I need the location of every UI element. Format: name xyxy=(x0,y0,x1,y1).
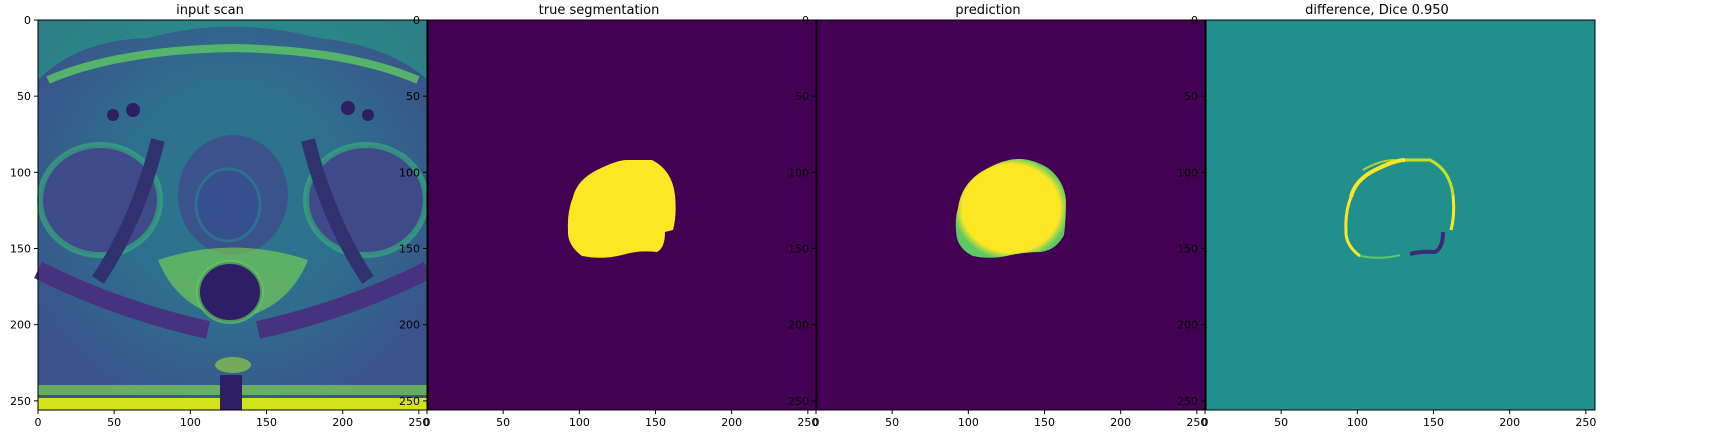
ytick-label-input-200: 200 xyxy=(10,319,31,332)
ytick-label-input-0: 0 xyxy=(24,14,31,27)
ytick-label-pred-250: 250 xyxy=(788,395,809,408)
xtick-label-diff-100: 100 xyxy=(1347,416,1368,429)
xtick-label-input-250: 250 xyxy=(408,416,429,429)
ytick-label-diff-150: 150 xyxy=(1177,243,1198,256)
ytick-label-truth-150: 150 xyxy=(399,243,420,256)
true-segmentation-image xyxy=(427,20,817,410)
ytick-label-pred-0: 0 xyxy=(802,14,809,27)
xtick-label-input-150: 150 xyxy=(256,416,277,429)
ytick-label-diff-200: 200 xyxy=(1177,319,1198,332)
xtick-label-pred-250: 250 xyxy=(1186,416,1207,429)
ytick-label-diff-0: 0 xyxy=(1191,14,1198,27)
difference-image xyxy=(1205,20,1595,410)
xtick-label-diff-250: 250 xyxy=(1575,416,1596,429)
panel-title-pred: prediction xyxy=(955,3,1021,18)
ytick-label-truth-200: 200 xyxy=(399,319,420,332)
ytick-label-truth-100: 100 xyxy=(399,166,420,179)
ytick-label-pred-100: 100 xyxy=(788,166,809,179)
xtick-label-pred-100: 100 xyxy=(958,416,979,429)
panel-title-truth: true segmentation xyxy=(538,3,660,18)
xtick-label-pred-50: 50 xyxy=(885,416,899,429)
prediction-image xyxy=(816,20,1206,410)
xtick-label-diff-50: 50 xyxy=(1274,416,1288,429)
xtick-label-input-0: 0 xyxy=(35,416,42,429)
xtick-label-truth-150: 150 xyxy=(645,416,666,429)
xtick-label-truth-100: 100 xyxy=(569,416,590,429)
xtick-label-truth-0: 0 xyxy=(424,416,431,429)
xtick-label-diff-200: 200 xyxy=(1499,416,1520,429)
ytick-label-pred-200: 200 xyxy=(788,319,809,332)
ytick-label-pred-50: 50 xyxy=(795,90,809,103)
xtick-label-input-50: 50 xyxy=(107,416,121,429)
xtick-label-diff-0: 0 xyxy=(1202,416,1209,429)
ytick-label-diff-250: 250 xyxy=(1177,395,1198,408)
axes-frame-pred xyxy=(815,19,1207,411)
panel-title-diff: difference, Dice 0.950 xyxy=(1305,3,1449,18)
axes-frame-input xyxy=(37,19,429,411)
ytick-label-truth-50: 50 xyxy=(406,90,420,103)
ytick-label-truth-0: 0 xyxy=(413,14,420,27)
input-scan-image xyxy=(33,20,433,410)
axes-frame-truth xyxy=(426,19,818,411)
xtick-label-truth-50: 50 xyxy=(496,416,510,429)
axes-frame-diff xyxy=(1204,19,1596,411)
ytick-label-input-150: 150 xyxy=(10,243,31,256)
xtick-label-input-200: 200 xyxy=(332,416,353,429)
ytick-label-pred-150: 150 xyxy=(788,243,809,256)
xtick-label-truth-200: 200 xyxy=(721,416,742,429)
ytick-label-diff-100: 100 xyxy=(1177,166,1198,179)
xtick-label-pred-150: 150 xyxy=(1034,416,1055,429)
ytick-label-truth-250: 250 xyxy=(399,395,420,408)
ytick-label-input-250: 250 xyxy=(10,395,31,408)
xtick-label-diff-150: 150 xyxy=(1423,416,1444,429)
xtick-label-truth-250: 250 xyxy=(797,416,818,429)
ytick-label-input-100: 100 xyxy=(10,166,31,179)
panel-title-input: input scan xyxy=(176,3,244,18)
xtick-label-pred-200: 200 xyxy=(1110,416,1131,429)
ytick-label-diff-50: 50 xyxy=(1184,90,1198,103)
ytick-label-input-50: 50 xyxy=(17,90,31,103)
xtick-label-input-100: 100 xyxy=(180,416,201,429)
xtick-label-pred-0: 0 xyxy=(813,416,820,429)
